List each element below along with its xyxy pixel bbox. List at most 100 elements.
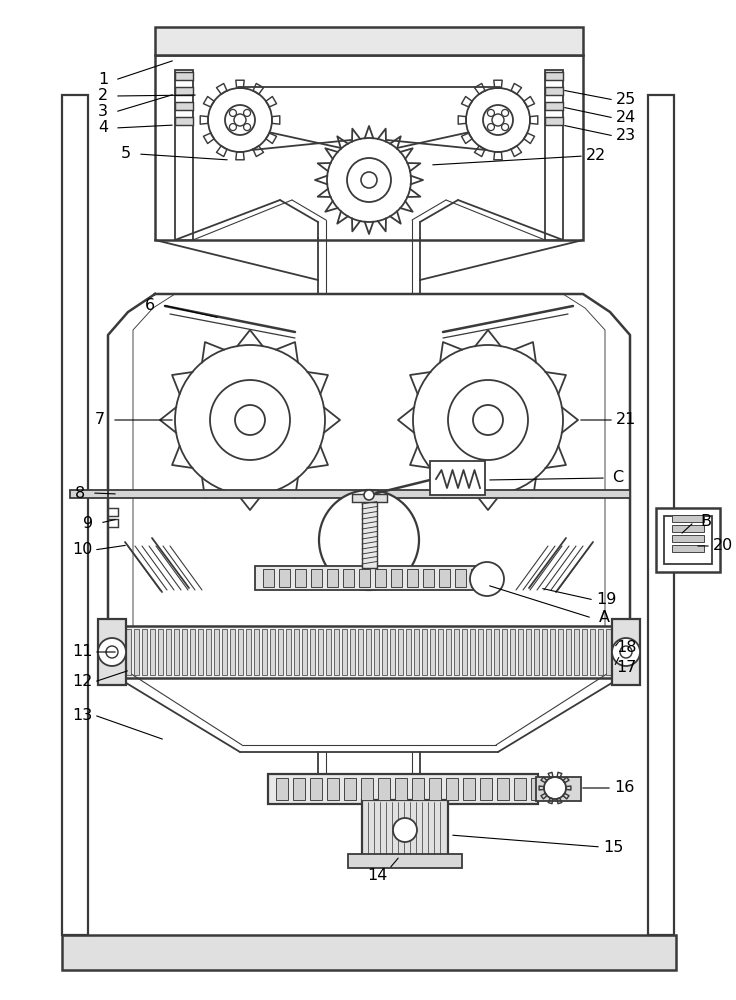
Bar: [108, 490, 630, 498]
Bar: [534, 629, 539, 675]
Bar: [359, 569, 370, 587]
Text: 25: 25: [616, 93, 636, 107]
Circle shape: [501, 124, 509, 131]
Bar: [198, 629, 203, 675]
Bar: [407, 569, 418, 587]
Bar: [62, 95, 88, 935]
Bar: [672, 515, 704, 522]
Text: 13: 13: [72, 708, 92, 722]
Circle shape: [230, 109, 236, 116]
Circle shape: [327, 138, 411, 222]
Circle shape: [364, 490, 374, 500]
Bar: [342, 629, 347, 675]
Bar: [327, 569, 338, 587]
Bar: [378, 778, 390, 800]
Bar: [412, 778, 424, 800]
Bar: [343, 569, 354, 587]
Bar: [463, 778, 475, 800]
Circle shape: [230, 124, 236, 131]
Bar: [672, 535, 704, 542]
Text: 7: 7: [95, 412, 105, 428]
Text: A: A: [598, 610, 609, 626]
Bar: [430, 461, 485, 495]
Bar: [175, 117, 193, 125]
Circle shape: [487, 124, 495, 131]
Bar: [326, 629, 331, 675]
Bar: [246, 629, 251, 675]
Bar: [362, 498, 377, 568]
Text: 4: 4: [98, 120, 108, 135]
Text: 11: 11: [71, 645, 92, 660]
Bar: [268, 774, 538, 804]
Bar: [358, 629, 363, 675]
Text: 10: 10: [72, 542, 92, 558]
Circle shape: [175, 345, 325, 495]
Bar: [230, 629, 235, 675]
Bar: [155, 27, 583, 55]
Circle shape: [492, 114, 504, 126]
Bar: [423, 569, 434, 587]
Bar: [155, 55, 583, 240]
Circle shape: [106, 646, 118, 658]
Circle shape: [244, 109, 250, 116]
Bar: [222, 629, 227, 675]
Bar: [362, 800, 448, 856]
Text: C: C: [612, 471, 623, 486]
Bar: [648, 95, 674, 935]
Bar: [126, 629, 131, 675]
Bar: [590, 629, 595, 675]
Bar: [514, 778, 526, 800]
Text: 21: 21: [616, 412, 636, 428]
Text: 6: 6: [145, 298, 155, 312]
Text: 14: 14: [367, 867, 387, 882]
Bar: [391, 569, 402, 587]
Bar: [175, 102, 193, 110]
Text: B: B: [701, 514, 712, 530]
Text: 20: 20: [713, 538, 733, 554]
Bar: [318, 629, 323, 675]
Bar: [262, 629, 267, 675]
Bar: [672, 545, 704, 552]
Text: 23: 23: [616, 128, 636, 143]
Bar: [612, 619, 640, 685]
Bar: [550, 629, 555, 675]
Bar: [422, 629, 427, 675]
Bar: [334, 629, 339, 675]
Circle shape: [225, 105, 255, 135]
Bar: [175, 70, 193, 240]
Bar: [62, 935, 676, 970]
Text: 2: 2: [98, 89, 108, 104]
Bar: [497, 778, 509, 800]
Bar: [430, 629, 435, 675]
Bar: [536, 777, 581, 801]
Circle shape: [612, 638, 640, 666]
Bar: [182, 629, 187, 675]
Bar: [263, 569, 274, 587]
Bar: [598, 629, 603, 675]
Bar: [672, 525, 704, 532]
Bar: [302, 629, 307, 675]
Bar: [526, 629, 531, 675]
Bar: [276, 778, 288, 800]
Circle shape: [448, 380, 528, 460]
Bar: [390, 629, 395, 675]
Circle shape: [234, 114, 246, 126]
Bar: [446, 778, 458, 800]
Bar: [429, 778, 441, 800]
Text: 17: 17: [616, 660, 636, 674]
Bar: [206, 629, 211, 675]
Bar: [278, 629, 283, 675]
Circle shape: [466, 88, 530, 152]
Bar: [486, 629, 491, 675]
Bar: [158, 629, 163, 675]
Bar: [542, 629, 547, 675]
Bar: [438, 629, 443, 675]
Bar: [310, 778, 322, 800]
Text: 9: 9: [83, 516, 93, 530]
Circle shape: [347, 158, 391, 202]
Text: 16: 16: [614, 780, 634, 796]
Circle shape: [244, 124, 250, 131]
Bar: [366, 629, 371, 675]
Circle shape: [620, 646, 632, 658]
Bar: [545, 70, 563, 240]
